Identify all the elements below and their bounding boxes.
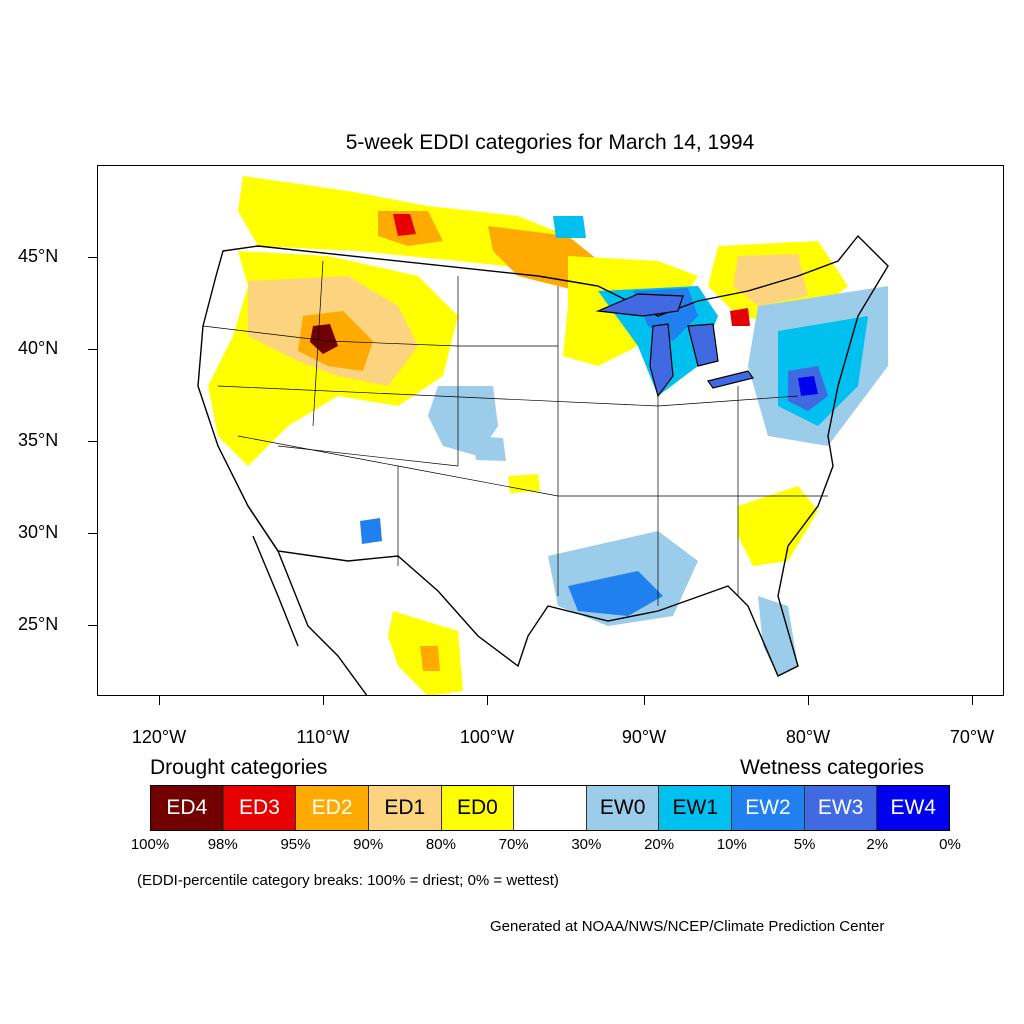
legend-break-label: 95% <box>280 836 311 853</box>
lat-tick <box>88 349 97 350</box>
lake-erie <box>706 370 755 389</box>
legend-box-ed3: ED3 <box>223 786 297 830</box>
wetness-region-canada <box>553 216 586 238</box>
legend-break-label: 0% <box>939 836 961 853</box>
state-lines <box>202 260 828 606</box>
legend-box-neutral <box>514 786 587 830</box>
legend-box-ew0: EW0 <box>586 786 660 830</box>
drought-region-montana-red <box>393 214 416 236</box>
legend-box-ew4: EW4 <box>877 786 950 830</box>
lon-label-90: 90°W <box>621 727 667 747</box>
lat-label-30: 30°N <box>18 522 59 542</box>
legend-break-label: 80% <box>425 836 456 853</box>
legend-box-ed1: ED1 <box>368 786 442 830</box>
drought-region-carolina <box>738 486 818 566</box>
legend-box-ew1: EW1 <box>659 786 733 830</box>
drought-region-idaho-peak <box>310 324 338 354</box>
lat-tick <box>88 441 97 442</box>
mexico-coast <box>247 505 368 695</box>
legend-break-label: 98% <box>207 836 238 853</box>
lake-michigan <box>649 323 674 398</box>
lat-label-35: 35°N <box>18 430 59 450</box>
lon-label-120: 120°W <box>131 727 187 747</box>
eddi-map <box>197 176 889 695</box>
wetness-region-gulf-core <box>568 571 663 616</box>
drought-region-mexico-core <box>420 646 440 671</box>
legend-break-label: 100% <box>130 836 170 853</box>
credit-line: Generated at NOAA/NWS/NCEP/Climate Predi… <box>490 918 885 935</box>
category-note: (EDDI-percentile category breaks: 100% =… <box>137 872 559 889</box>
lon-tick <box>972 696 973 705</box>
lon-tick <box>323 696 324 705</box>
lon-tick <box>487 696 488 705</box>
wetness-region-mid-atlantic-peak <box>798 376 818 396</box>
lat-label-45: 45°N <box>18 246 59 266</box>
great-lakes <box>595 293 755 398</box>
lat-label-25: 25°N <box>18 614 59 634</box>
wetness-region-new-mexico <box>360 518 382 544</box>
legend-break-label: 70% <box>498 836 529 853</box>
legend-break-label: 10% <box>716 836 747 853</box>
legend-break-label: 90% <box>353 836 384 853</box>
map-panel <box>97 165 1004 696</box>
legend-box-ew2: EW2 <box>732 786 805 830</box>
wetness-region-kansas <box>473 436 506 461</box>
drought-region-quebec-core <box>733 254 808 306</box>
lon-label-100: 100°W <box>459 727 515 747</box>
lat-tick <box>88 257 97 258</box>
legend-break-label: 2% <box>866 836 889 853</box>
map-title: 5-week EDDI categories for March 14, 199… <box>345 131 755 154</box>
wetness-region-florida <box>758 596 798 676</box>
drought-region-kansas <box>508 474 540 493</box>
legend-box-ed2: ED2 <box>296 786 369 830</box>
lat-tick <box>88 533 97 534</box>
legend-box-ed0: ED0 <box>441 786 515 830</box>
lon-label-110: 110°W <box>296 727 350 747</box>
lon-tick <box>644 696 645 705</box>
lon-label-80: 80°W <box>785 727 831 747</box>
baja <box>252 535 299 647</box>
legend-colorbar: ED4 ED3 ED2 ED1 ED0 EW0 EW1 EW2 EW3 EW4 <box>150 785 950 831</box>
lon-label-70: 70°W <box>949 727 995 747</box>
lake-superior <box>595 293 684 317</box>
us-outline <box>197 234 889 677</box>
drought-region-quebec-red <box>730 308 750 326</box>
lat-label-40: 40°N <box>18 338 59 358</box>
legend-break-label: 30% <box>571 836 602 853</box>
legend-box-ew3: EW3 <box>804 786 878 830</box>
drought-heading: Drought categories <box>150 756 328 779</box>
lon-tick <box>159 696 160 705</box>
boundaries <box>197 234 889 695</box>
drought-regions <box>208 176 848 695</box>
lat-tick <box>88 625 97 626</box>
legend-box-ed4: ED4 <box>151 786 224 830</box>
lon-tick <box>808 696 809 705</box>
legend-break-label: 20% <box>644 836 675 853</box>
lake-huron <box>687 323 719 367</box>
wetness-heading: Wetness categories <box>740 756 925 779</box>
legend-break-label: 5% <box>793 836 816 853</box>
